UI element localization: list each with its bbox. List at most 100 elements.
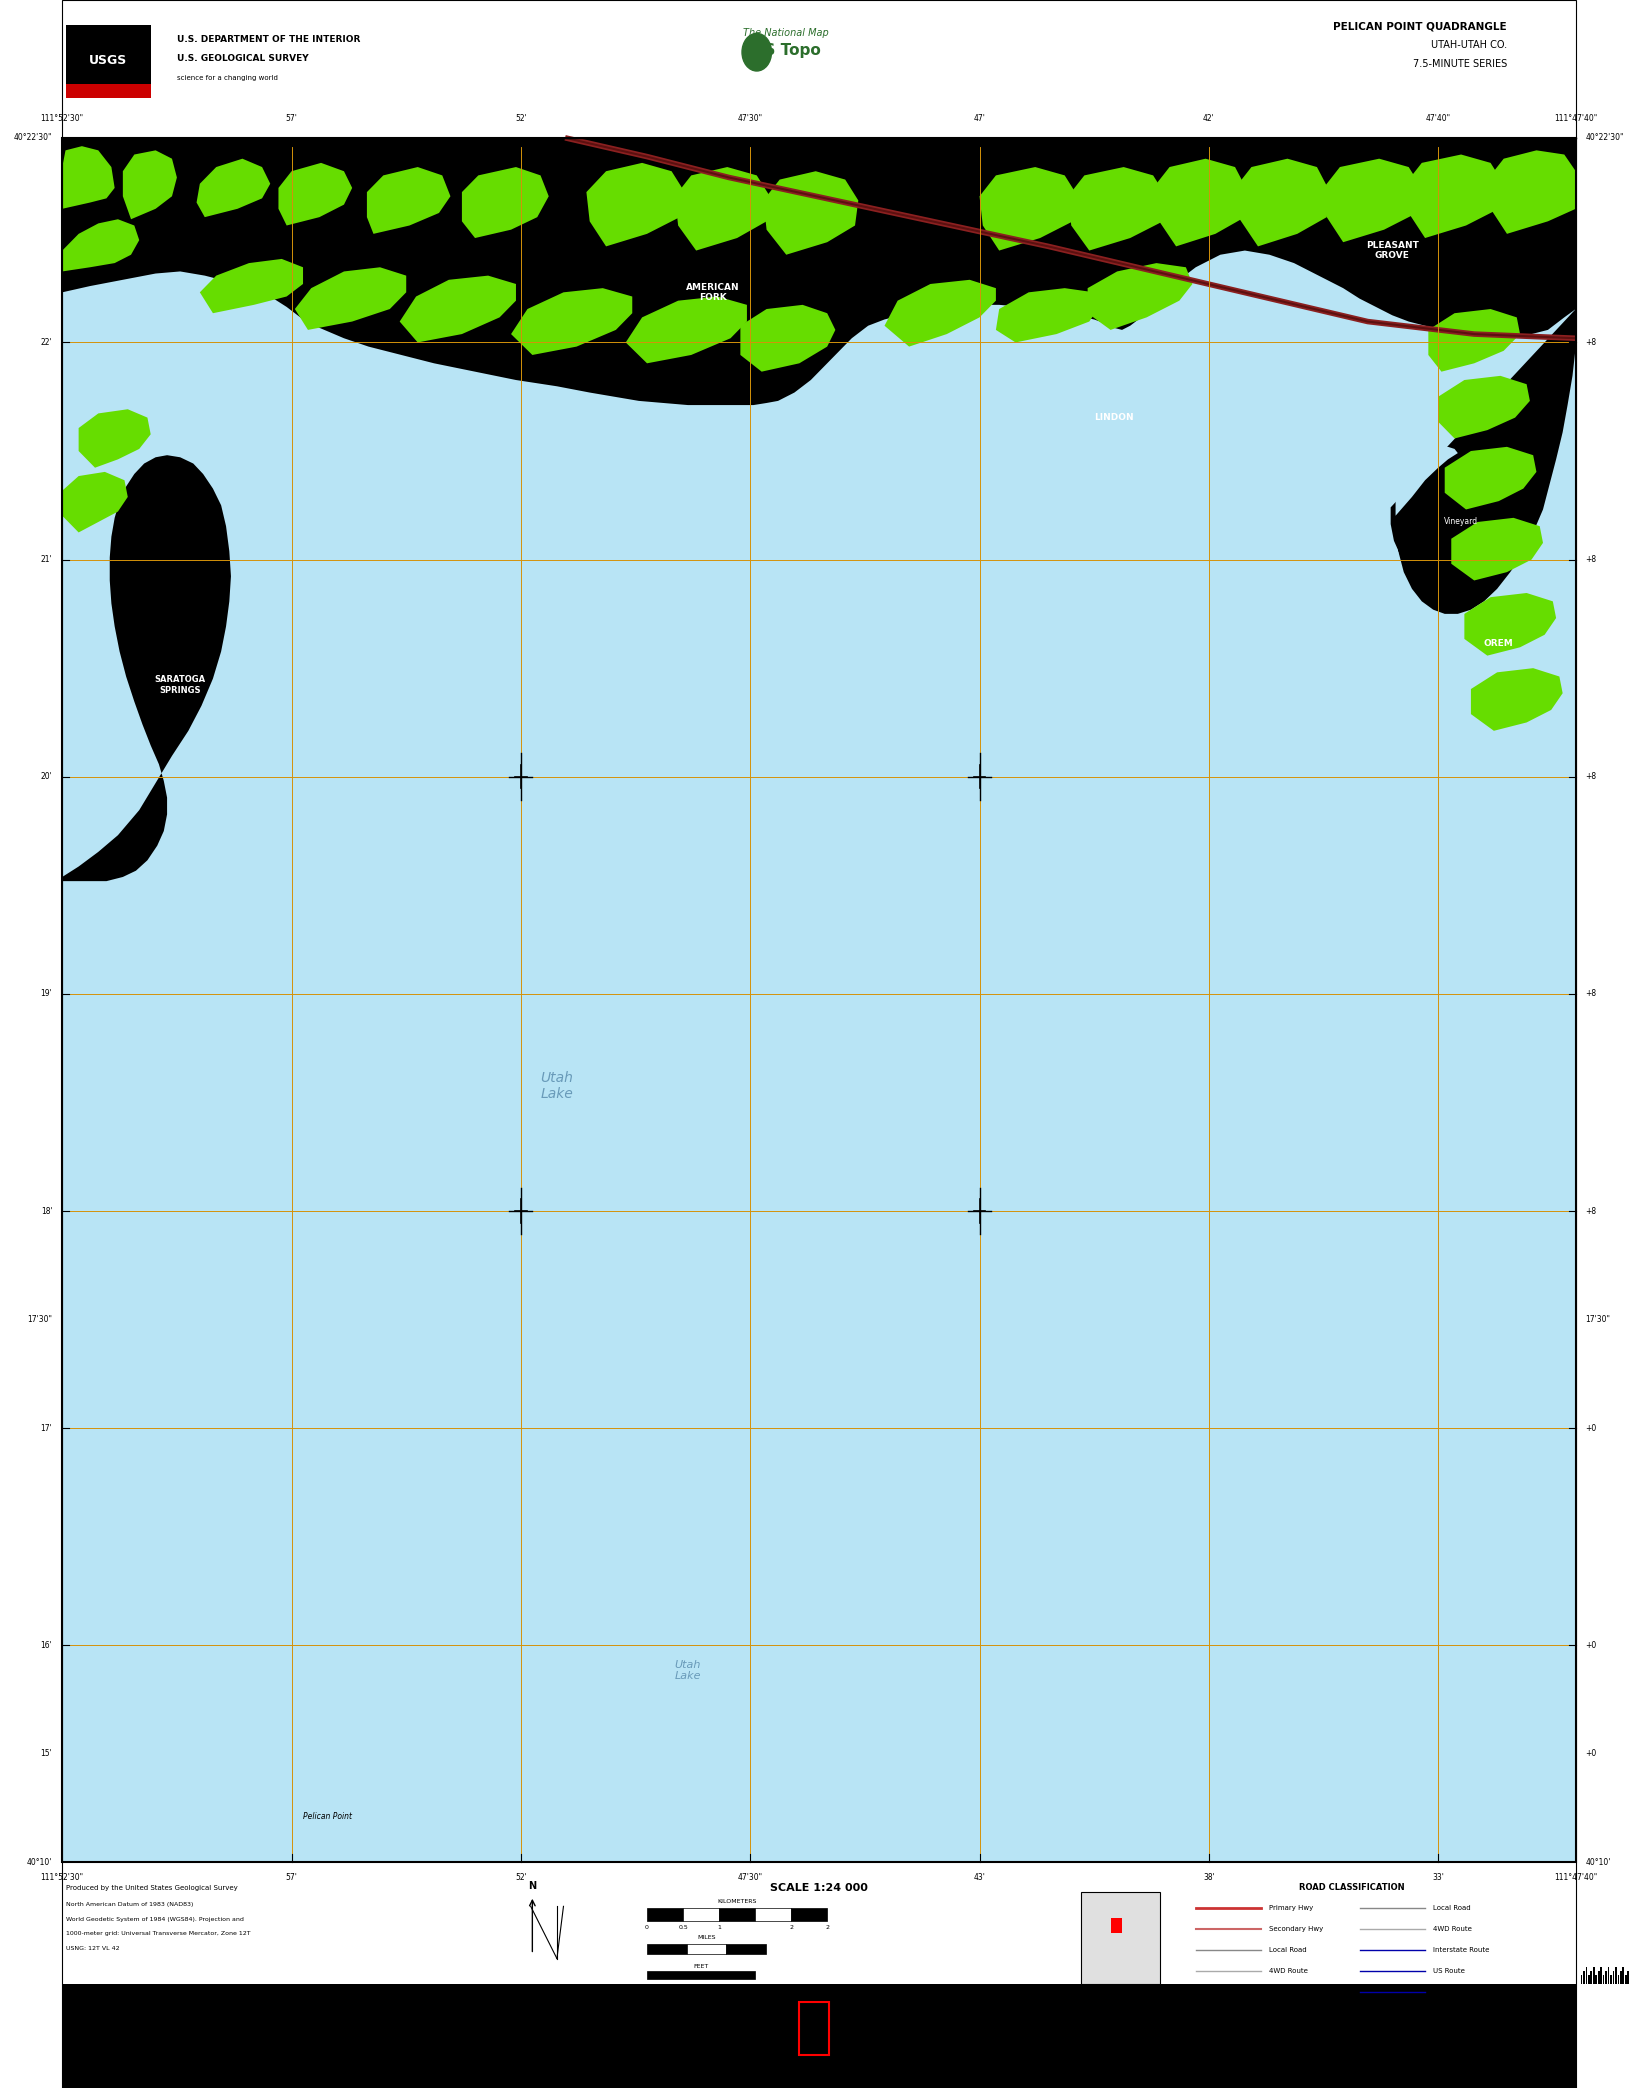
- Polygon shape: [1396, 447, 1458, 516]
- Text: 52': 52': [514, 1873, 527, 1881]
- Text: 111°47'40": 111°47'40": [1554, 115, 1597, 123]
- Text: 21': 21': [41, 555, 52, 564]
- Polygon shape: [1438, 376, 1530, 438]
- Text: 0.5: 0.5: [678, 1925, 688, 1929]
- Polygon shape: [400, 276, 516, 342]
- Bar: [686, 1944, 726, 1954]
- Text: 1000-meter grid: Universal Transverse Mercator, Zone 12T: 1000-meter grid: Universal Transverse Me…: [66, 1931, 251, 1936]
- Text: 43': 43': [973, 1873, 986, 1881]
- Bar: [1597, 1971, 1599, 1984]
- Bar: [62, 1984, 1576, 2088]
- Bar: [62, 138, 1576, 1862]
- Polygon shape: [1487, 150, 1576, 234]
- Bar: [1595, 1975, 1597, 1984]
- Bar: [1602, 1975, 1604, 1984]
- Text: 22': 22': [41, 338, 52, 347]
- Bar: [726, 1944, 767, 1954]
- Text: U.S. GEOLOGICAL SURVEY: U.S. GEOLOGICAL SURVEY: [177, 54, 308, 63]
- Polygon shape: [996, 288, 1101, 342]
- Bar: [799, 2002, 829, 2055]
- Text: USGS: USGS: [88, 54, 128, 67]
- Polygon shape: [763, 171, 858, 255]
- Bar: [791, 1908, 827, 1921]
- Text: KILOMETERS: KILOMETERS: [717, 1900, 757, 1904]
- Text: 33': 33': [1432, 1873, 1445, 1881]
- Polygon shape: [79, 409, 151, 468]
- Text: Primary Hwy: Primary Hwy: [1269, 1906, 1314, 1911]
- Polygon shape: [62, 455, 231, 881]
- Text: +8: +8: [1586, 990, 1597, 998]
- Polygon shape: [626, 296, 747, 363]
- Bar: [1592, 1967, 1594, 1984]
- Text: FEET: FEET: [693, 1965, 709, 1969]
- Text: 52': 52': [514, 115, 527, 123]
- Text: 16': 16': [41, 1641, 52, 1650]
- Polygon shape: [675, 167, 770, 251]
- Text: 57': 57': [285, 115, 298, 123]
- Bar: [1590, 1971, 1592, 1984]
- Text: PELICAN POINT QUADRANGLE: PELICAN POINT QUADRANGLE: [1333, 21, 1507, 31]
- Text: World Geodetic System of 1984 (WGS84). Projection and: World Geodetic System of 1984 (WGS84). P…: [66, 1917, 244, 1921]
- Text: UTAH-UTAH CO.: UTAH-UTAH CO.: [1432, 40, 1507, 50]
- Text: MILES: MILES: [698, 1936, 716, 1940]
- Text: +8: +8: [1586, 338, 1597, 347]
- Polygon shape: [295, 267, 406, 330]
- Bar: [647, 1908, 683, 1921]
- Polygon shape: [62, 472, 128, 532]
- Polygon shape: [1088, 263, 1192, 330]
- Text: 40°10': 40°10': [1586, 1858, 1610, 1867]
- Text: LINDON: LINDON: [1094, 413, 1133, 422]
- Text: ROAD CLASSIFICATION: ROAD CLASSIFICATION: [1299, 1883, 1404, 1892]
- Text: 111°47'40": 111°47'40": [1554, 1873, 1597, 1881]
- Bar: [1610, 1975, 1612, 1984]
- Bar: [1111, 1919, 1122, 1933]
- Polygon shape: [62, 219, 139, 271]
- Polygon shape: [1153, 159, 1248, 246]
- Polygon shape: [197, 159, 270, 217]
- Bar: [1605, 1971, 1607, 1984]
- Text: 111°52'30": 111°52'30": [41, 1873, 84, 1881]
- Bar: [1587, 1975, 1589, 1984]
- Bar: [647, 1944, 686, 1954]
- Text: +0: +0: [1586, 1641, 1597, 1650]
- Text: Utah
Lake: Utah Lake: [541, 1071, 573, 1100]
- Polygon shape: [123, 150, 177, 219]
- Polygon shape: [367, 167, 450, 234]
- Text: 1: 1: [717, 1925, 721, 1929]
- Polygon shape: [1235, 159, 1330, 246]
- Text: U.S. DEPARTMENT OF THE INTERIOR: U.S. DEPARTMENT OF THE INTERIOR: [177, 35, 360, 44]
- Polygon shape: [1324, 159, 1422, 242]
- Text: PLEASANT
GROVE: PLEASANT GROVE: [1366, 240, 1419, 261]
- Text: North American Datum of 1983 (NAD83): North American Datum of 1983 (NAD83): [66, 1902, 193, 1906]
- Text: +0: +0: [1586, 1750, 1597, 1758]
- Bar: [647, 1971, 755, 1979]
- Polygon shape: [62, 146, 115, 209]
- Polygon shape: [885, 280, 996, 347]
- Text: Utah: Utah: [1112, 1992, 1129, 1998]
- Text: 17'30": 17'30": [1586, 1315, 1610, 1324]
- Bar: [755, 1908, 791, 1921]
- Text: Secondary Hwy: Secondary Hwy: [1269, 1927, 1324, 1931]
- Text: N: N: [529, 1881, 536, 1892]
- Polygon shape: [278, 163, 352, 226]
- Text: US Route: US Route: [1433, 1969, 1464, 1973]
- Text: 57': 57': [285, 1873, 298, 1881]
- Text: Interstate Route: Interstate Route: [1433, 1948, 1489, 1952]
- Bar: [1600, 1967, 1602, 1984]
- Polygon shape: [462, 167, 549, 238]
- Polygon shape: [1068, 167, 1166, 251]
- Circle shape: [742, 33, 771, 71]
- Text: Utah
Lake: Utah Lake: [675, 1660, 701, 1681]
- Polygon shape: [1445, 447, 1536, 509]
- Polygon shape: [200, 259, 303, 313]
- Text: 47'30": 47'30": [737, 1873, 763, 1881]
- Text: +8: +8: [1586, 773, 1597, 781]
- Bar: [719, 1908, 755, 1921]
- Text: 38': 38': [1202, 1873, 1215, 1881]
- Text: Pelican Point: Pelican Point: [303, 1812, 352, 1821]
- Text: The National Map: The National Map: [744, 27, 829, 38]
- Bar: [66, 25, 151, 98]
- Text: SARATOGA
SPRINGS: SARATOGA SPRINGS: [154, 674, 206, 695]
- Text: 19': 19': [41, 990, 52, 998]
- Text: 15': 15': [41, 1750, 52, 1758]
